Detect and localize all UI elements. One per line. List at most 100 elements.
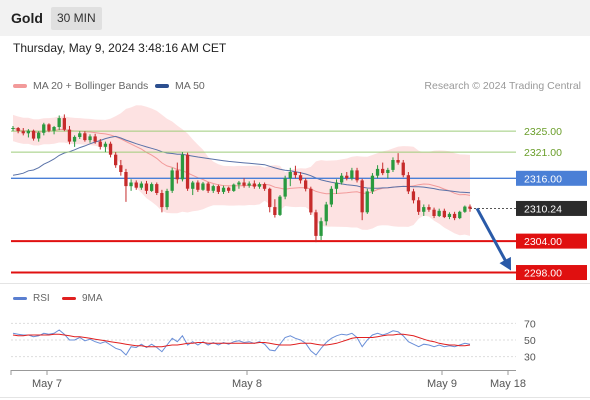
ma50-line: [12, 135, 471, 194]
candle-body: [52, 127, 56, 131]
candle-body: [180, 154, 185, 180]
candle-body: [185, 154, 190, 189]
level-label-2321.00: 2321.00: [524, 147, 562, 159]
candle-body: [134, 182, 138, 188]
level-tag-2310.24: [516, 200, 587, 216]
candle-body: [196, 182, 200, 190]
candle-body: [47, 124, 51, 131]
candle-body: [83, 133, 87, 141]
candle-body: [221, 187, 226, 192]
candle-body: [16, 128, 20, 132]
ma50-legend-label: MA 50: [175, 80, 205, 92]
candle-body: [355, 170, 359, 181]
candle-body: [191, 182, 195, 189]
level-label-2325.00: 2325.00: [524, 126, 562, 138]
candle-body: [278, 196, 282, 215]
instrument-title: Gold: [11, 10, 43, 26]
candle-body: [340, 175, 344, 183]
rsi-legend-swatch: [13, 297, 27, 300]
rsi-axis-label-50: 50: [524, 335, 536, 347]
candle-body: [67, 129, 72, 142]
candle-body: [309, 188, 313, 213]
candle-body: [144, 183, 149, 191]
candle-body: [386, 169, 390, 173]
candle-body: [247, 183, 251, 186]
candle-body: [422, 207, 426, 212]
candle-body: [37, 132, 41, 139]
candle-body: [463, 206, 467, 212]
candle-body: [129, 182, 133, 187]
candle-body: [381, 168, 385, 174]
rsi-ma-legend-label: 9MA: [82, 293, 103, 304]
time-tick-label: May 8: [232, 378, 262, 390]
candle-body: [447, 213, 452, 217]
candle-body: [350, 170, 354, 179]
candle-body: [468, 206, 472, 209]
candle-body: [437, 210, 441, 216]
rsi-axis-label-70: 70: [524, 318, 536, 330]
candle-body: [114, 154, 118, 166]
timeframe-button[interactable]: 30 MIN: [51, 7, 102, 30]
candle-body: [360, 180, 364, 213]
copyright-text: Research © 2024 Trading Central: [424, 80, 581, 92]
candle-body: [442, 210, 446, 218]
candle-body: [406, 175, 410, 192]
candle-body: [155, 184, 159, 193]
candle-body: [252, 183, 256, 187]
forecast-arrow-shaft: [475, 207, 509, 265]
level-label-2304.00: 2304.00: [524, 236, 562, 248]
ma20-legend-label: MA 20 + Bollinger Bands: [33, 80, 149, 92]
candle-body: [304, 180, 308, 189]
level-tag-2298.00: [516, 265, 587, 281]
candle-body: [375, 168, 380, 176]
candle-body: [432, 209, 436, 216]
candle-body: [11, 128, 15, 129]
level-label-2316.00: 2316.00: [524, 173, 562, 185]
forecast-arrow-head: [499, 256, 511, 271]
candle-body: [324, 204, 328, 222]
candle-body: [273, 207, 277, 215]
candle-body: [201, 183, 205, 190]
candle-body: [427, 207, 431, 210]
candle-body: [170, 170, 174, 191]
candle-body: [72, 136, 77, 142]
candle-body: [288, 172, 292, 179]
candle-body: [262, 184, 267, 189]
candle-body: [216, 186, 220, 192]
candle-body: [78, 133, 82, 137]
candle-body: [298, 175, 303, 181]
candle-body: [124, 172, 128, 187]
candle-body: [237, 182, 241, 185]
ma50-legend-swatch: [155, 84, 169, 88]
level-tag-2304.00: [516, 233, 587, 249]
rsi-ma-line: [12, 333, 471, 348]
time-tick-label: May 7: [32, 378, 62, 390]
level-label-2298.00: 2298.00: [524, 268, 562, 280]
candle-body: [165, 190, 169, 208]
candle-body: [232, 184, 236, 191]
candle-body: [150, 184, 154, 191]
candle-body: [365, 191, 369, 213]
time-tick-label: May 18: [490, 378, 526, 390]
candle-body: [411, 191, 416, 201]
candle-body: [257, 184, 262, 187]
candle-body: [62, 118, 66, 130]
candle-body: [396, 160, 400, 163]
candle-body: [93, 136, 97, 142]
candle-body: [21, 131, 25, 134]
chart-timestamp: Thursday, May 9, 2024 3:48:16 AM CET: [13, 41, 227, 55]
candle-body: [57, 118, 61, 127]
rsi-legend-label: RSI: [33, 293, 50, 304]
candle-body: [175, 170, 179, 180]
bollinger-band-area: [13, 105, 470, 236]
candle-body: [242, 182, 246, 186]
rsi-axis-label-30: 30: [524, 352, 536, 364]
time-tick-label: May 9: [427, 378, 457, 390]
candle-body: [88, 136, 92, 141]
candle-body: [160, 193, 164, 208]
candle-body: [319, 221, 323, 236]
candle-body: [42, 124, 46, 133]
candle-body: [417, 200, 421, 212]
candle-body: [314, 212, 318, 236]
